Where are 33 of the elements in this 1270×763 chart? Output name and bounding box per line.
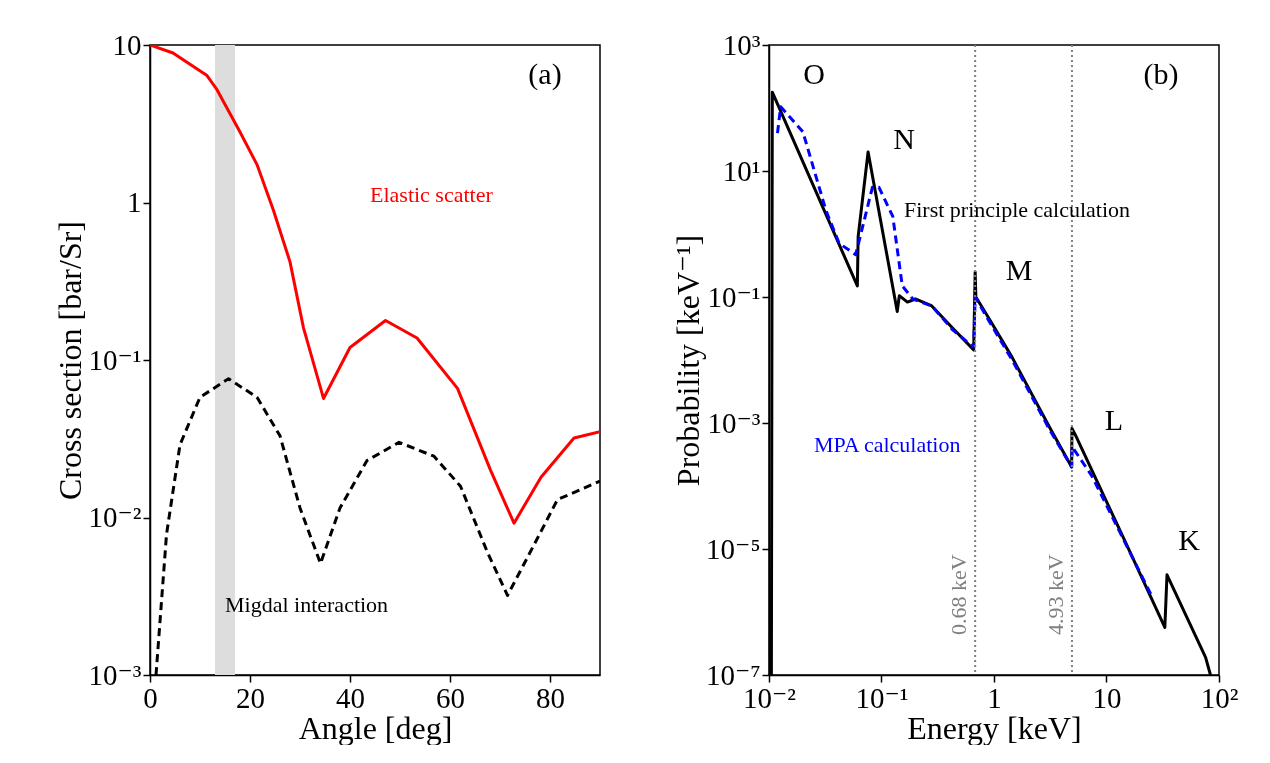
annotation: L	[1104, 403, 1124, 436]
x-tick-label: 0	[143, 681, 158, 714]
annotation: M	[1005, 253, 1033, 286]
text: Elastic scatter	[370, 182, 494, 207]
x-tick-label: 10	[1092, 681, 1122, 714]
x-tick-label: 10⁻¹	[855, 681, 909, 714]
annotation: (b)	[1143, 57, 1179, 91]
y-tick-label: 10⁻¹	[88, 343, 142, 376]
x-tick-label: 10⁻²	[742, 681, 797, 714]
y-tick-label: 10⁻³	[88, 658, 142, 691]
x-tick-label: 20	[236, 681, 265, 714]
y-tick-label: 10	[112, 28, 142, 61]
series-label: Migdal interaction	[225, 592, 389, 617]
y-axis-title: Cross section [bar/Sr]	[52, 220, 89, 501]
y-tick-label: 10¹	[722, 154, 761, 187]
annotation: K	[1178, 523, 1201, 556]
ref-line-label: 4.93 keV	[1042, 554, 1068, 635]
y-tick-label: 10⁻²	[88, 501, 142, 533]
y-tick-label: 10⁻⁵	[706, 532, 761, 565]
annotation: O	[803, 57, 825, 90]
y-tick-label: 10³	[722, 28, 761, 61]
y-tick-label: 1	[127, 186, 142, 218]
x-tick-label: 10²	[1200, 681, 1239, 714]
annotation: (a)	[528, 57, 562, 91]
annotation: N	[893, 122, 915, 155]
ref-line-label: 0.68 keV	[946, 554, 972, 635]
y-tick-label: 10⁻¹	[707, 280, 761, 313]
line-series	[150, 45, 600, 525]
text: MPA calculation	[814, 432, 961, 457]
x-tick-label: 80	[536, 681, 565, 714]
y-tick-label: 10⁻³	[707, 406, 761, 439]
y-axis-title: Probability [keV⁻¹]	[670, 234, 707, 487]
series-label: First principle calculation	[904, 197, 1131, 222]
